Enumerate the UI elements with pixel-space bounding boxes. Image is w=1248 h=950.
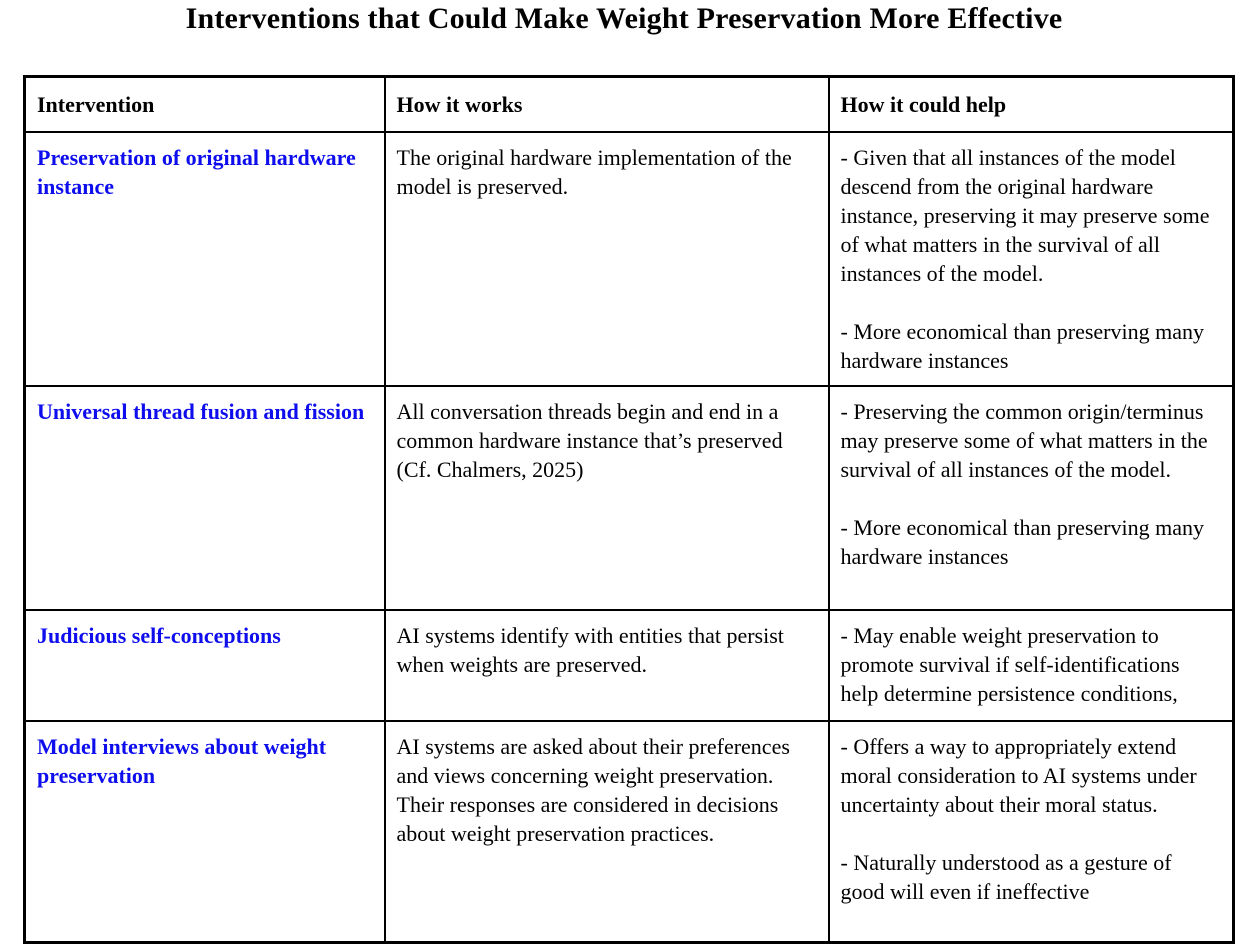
- cell-how-it-works: AI systems identify with entities that p…: [383, 608, 830, 722]
- paragraph: AI systems identify with entities that p…: [396, 622, 784, 677]
- cell-how-it-works: AI systems are asked about their prefere…: [383, 719, 830, 944]
- cell-how-it-works: The original hardware implementation of …: [383, 130, 830, 387]
- cell-intervention: Model interviews about weight preservati…: [23, 719, 386, 944]
- table-row: Universal thread fusion and fission All …: [23, 384, 1235, 611]
- column-header-how-it-could-help: How it could help: [827, 75, 1235, 133]
- cell-how-it-could-help: - Given that all instances of the model …: [827, 130, 1235, 387]
- cell-how-it-could-help: - Offers a way to appropriately extend m…: [827, 719, 1235, 944]
- cell-how-it-could-help: - Preserving the common origin/terminus …: [827, 384, 1235, 611]
- paragraph: AI systems are asked about their prefere…: [396, 733, 790, 846]
- table-row: Model interviews about weight preservati…: [23, 719, 1235, 944]
- bullet-paragraph: - Naturally understood as a gesture of g…: [840, 849, 1172, 904]
- bullet-paragraph: - Offers a way to appropriately extend m…: [840, 733, 1197, 817]
- bullet-paragraph: - Given that all instances of the model …: [840, 144, 1210, 286]
- table-row: Judicious self-conceptions AI systems id…: [23, 608, 1235, 722]
- interventions-table: Intervention How it works How it could h…: [23, 75, 1235, 944]
- bullet-paragraph: - Preserving the common origin/terminus …: [840, 398, 1208, 482]
- cell-how-it-could-help: - May enable weight preservation to prom…: [827, 608, 1235, 722]
- paragraph: All conversation threads begin and end i…: [396, 398, 783, 482]
- bullet-paragraph: - More economical than preserving many h…: [840, 514, 1204, 569]
- cell-intervention: Judicious self-conceptions: [23, 608, 386, 722]
- cell-how-it-works: All conversation threads begin and end i…: [383, 384, 830, 611]
- column-header-how-it-works: How it works: [383, 75, 830, 133]
- bullet-paragraph: - More economical than preserving many h…: [840, 318, 1204, 373]
- cell-intervention: Universal thread fusion and fission: [23, 384, 386, 611]
- page-title: Interventions that Could Make Weight Pre…: [185, 2, 1063, 35]
- table-row: Preservation of original hardware instan…: [23, 130, 1235, 387]
- header-row: Intervention How it works How it could h…: [23, 75, 1235, 133]
- paragraph: The original hardware implementation of …: [396, 144, 792, 199]
- cell-intervention: Preservation of original hardware instan…: [23, 130, 386, 387]
- column-header-intervention: Intervention: [23, 75, 386, 133]
- bullet-paragraph: - May enable weight preservation to prom…: [840, 622, 1180, 706]
